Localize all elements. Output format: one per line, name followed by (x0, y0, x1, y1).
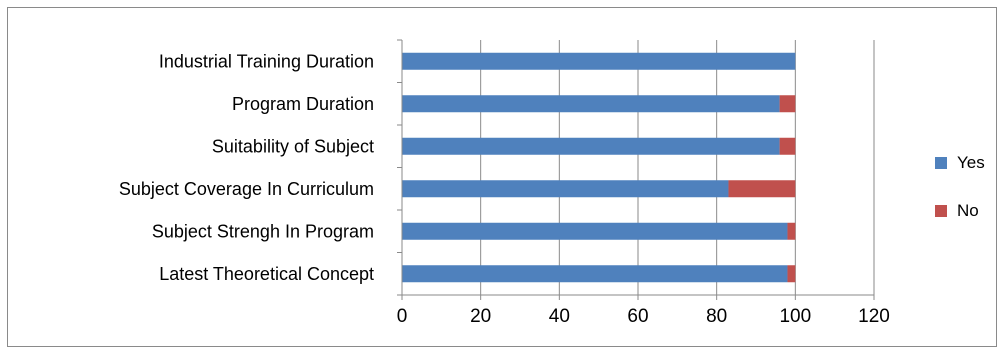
bar-yes-5 (402, 265, 788, 283)
legend-label-yes: Yes (957, 153, 985, 172)
x-tick-label: 20 (470, 306, 491, 327)
legend-swatch-no (935, 205, 947, 217)
axes (397, 39, 875, 300)
x-tick-label: 120 (858, 306, 890, 327)
x-tick-label: 0 (397, 306, 408, 327)
bar-yes-2 (402, 137, 780, 155)
category-label: Industrial Training Duration (159, 51, 374, 71)
category-label: Subject Coverage In Curriculum (119, 179, 374, 199)
category-label: Program Duration (232, 94, 374, 114)
gridlines (480, 40, 875, 295)
bars (402, 52, 796, 283)
category-label: Latest Theoretical Concept (159, 264, 374, 284)
legend: Yes No (935, 153, 985, 220)
bar-no-1 (779, 95, 796, 113)
bar-yes-0 (402, 52, 796, 70)
category-label: Subject Strengh In Program (152, 221, 374, 241)
x-tick-label: 60 (627, 306, 648, 327)
x-tick-label: 40 (549, 306, 570, 327)
legend-swatch-yes (935, 157, 947, 169)
legend-label-no: No (957, 201, 979, 220)
x-tick-label: 100 (779, 306, 811, 327)
bar-no-5 (787, 265, 796, 283)
category-labels: Industrial Training Duration Program Dura… (119, 51, 374, 284)
bar-no-4 (787, 222, 796, 240)
bar-yes-4 (402, 222, 788, 240)
x-tick-labels: 0 20 40 60 80 100 120 (397, 306, 890, 327)
bar-no-3 (728, 180, 796, 198)
bar-yes-3 (402, 180, 729, 198)
bar-yes-1 (402, 95, 780, 113)
x-tick-label: 80 (706, 306, 727, 327)
category-label: Suitability of Subject (212, 136, 374, 156)
bar-no-2 (779, 137, 796, 155)
